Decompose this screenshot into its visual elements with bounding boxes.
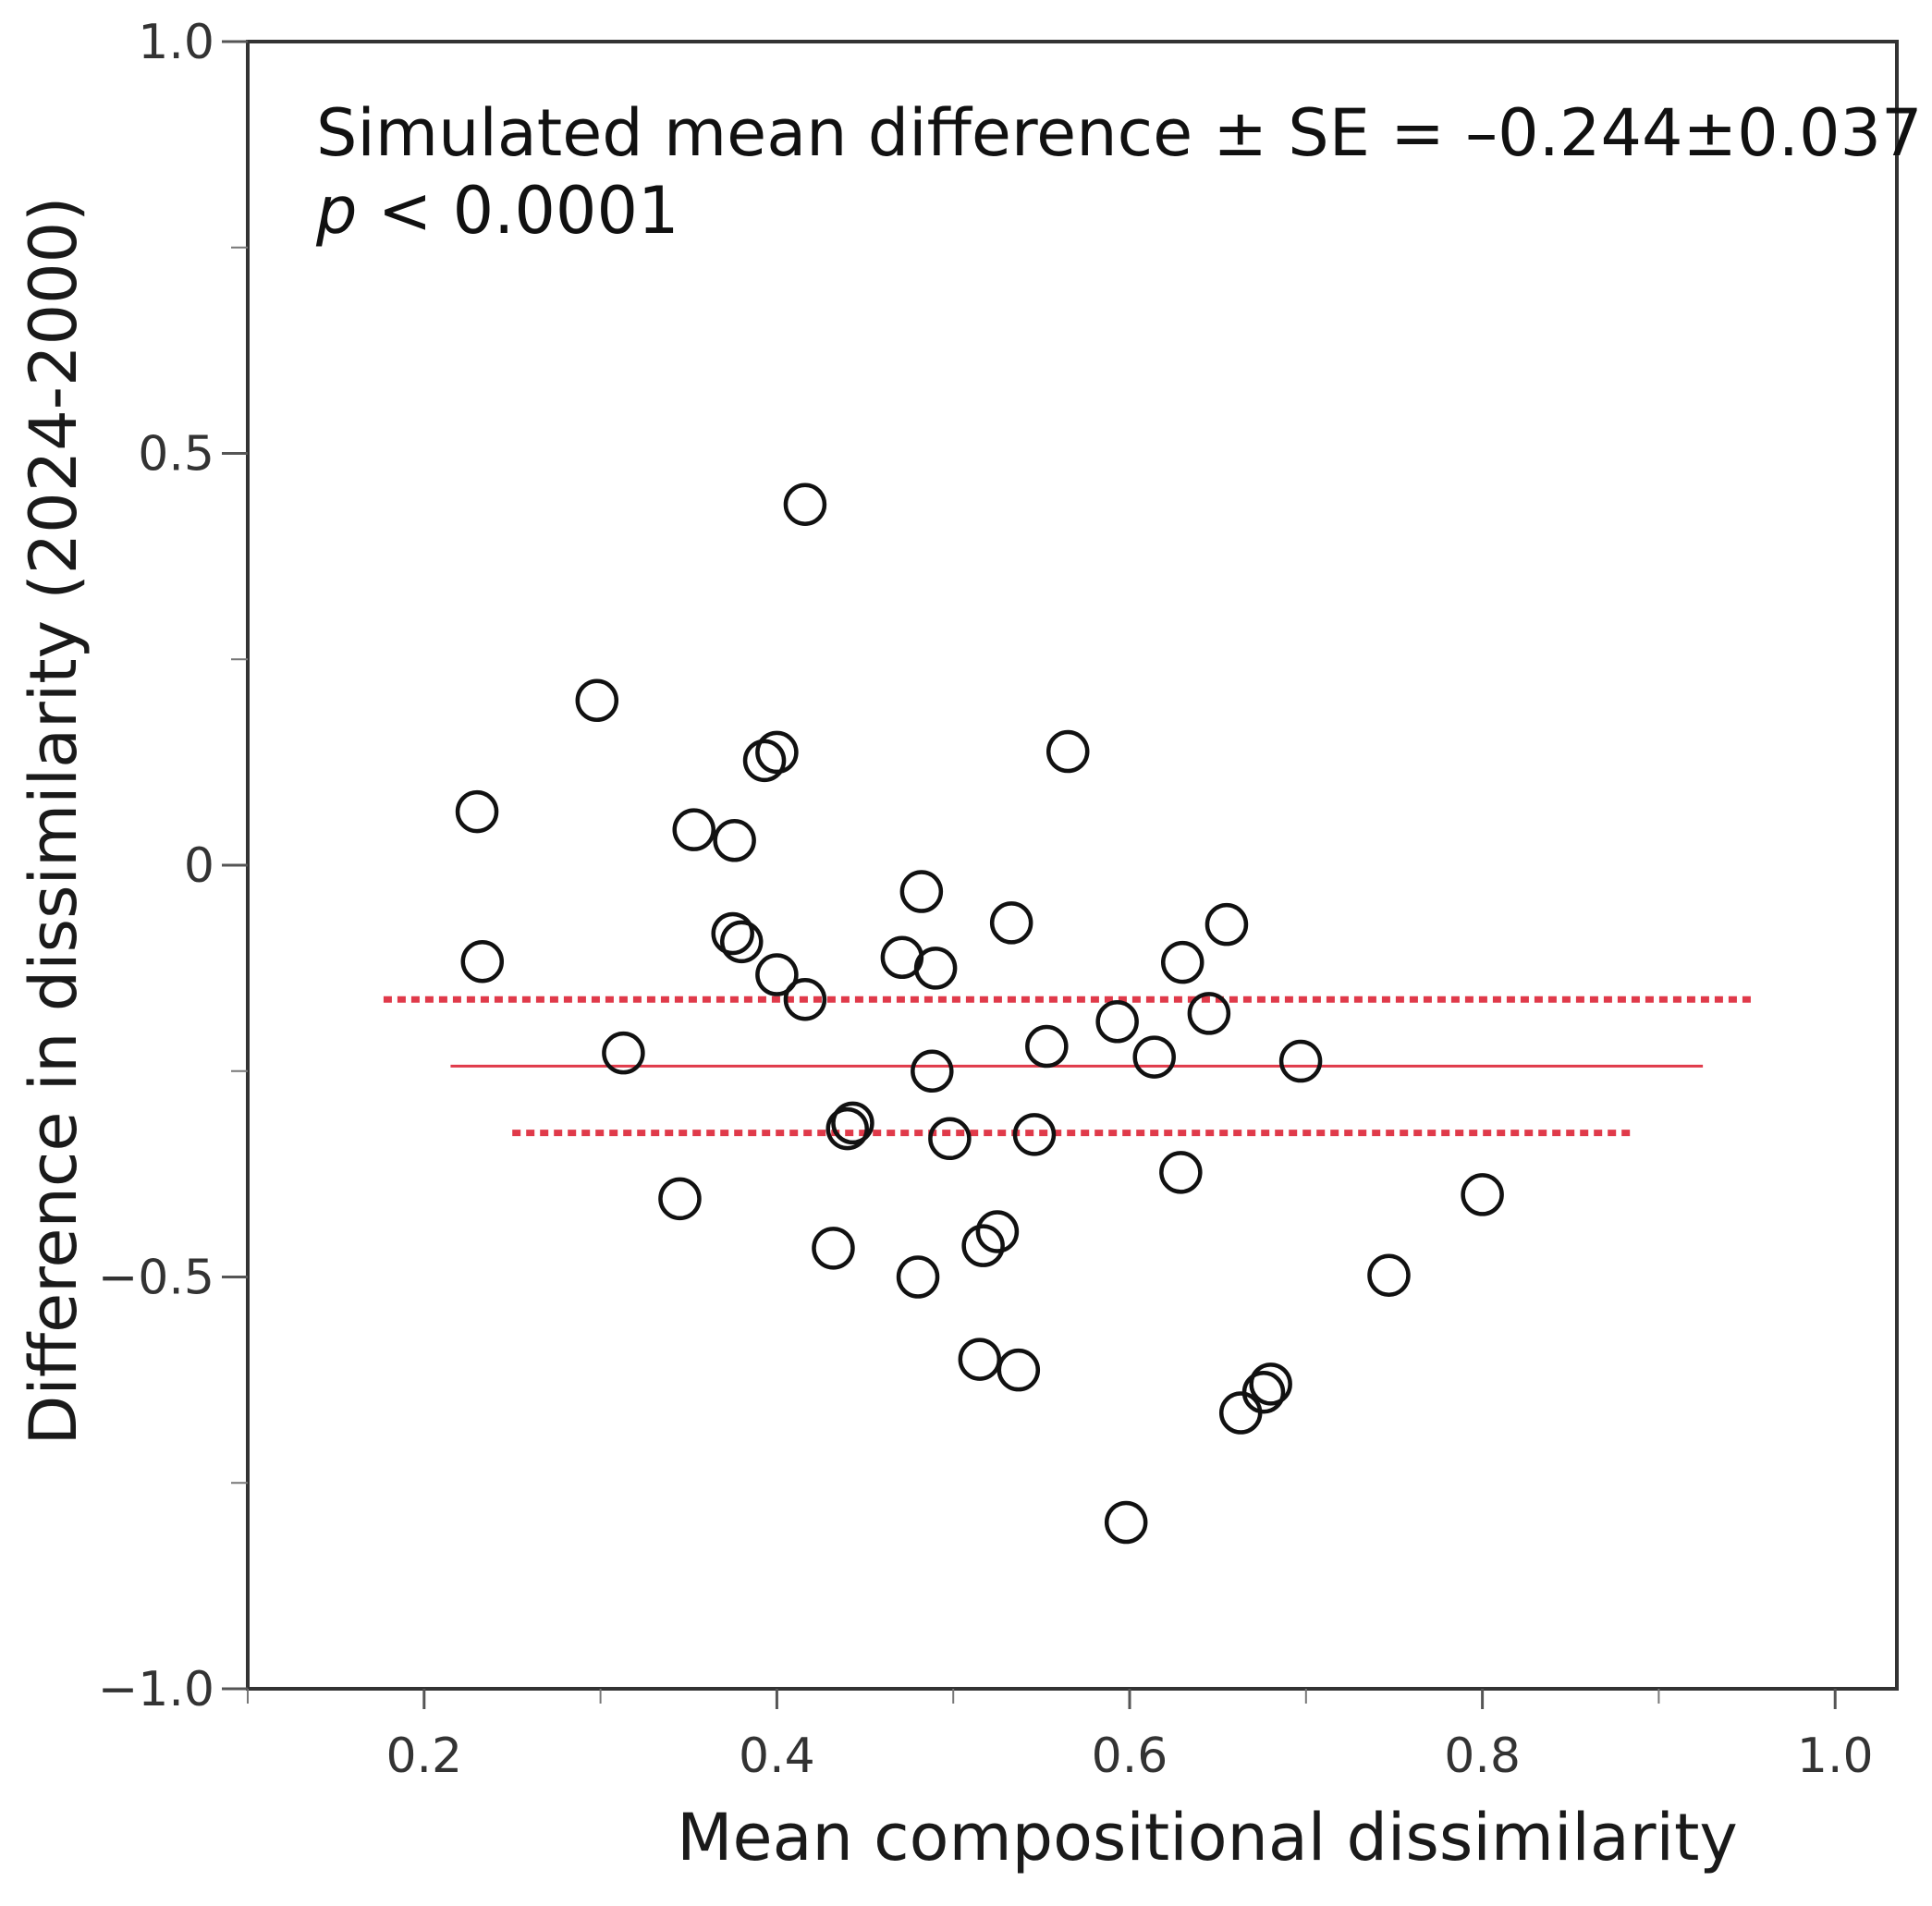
x-tick-label: 0.4 xyxy=(739,1729,815,1784)
data-point xyxy=(1159,1151,1203,1194)
data-point xyxy=(958,1338,1002,1381)
data-point xyxy=(1187,992,1231,1035)
data-point xyxy=(1367,1253,1411,1297)
data-point xyxy=(460,939,505,984)
data-point xyxy=(783,483,827,526)
se-lines-group xyxy=(383,996,1756,1137)
data-point xyxy=(975,1210,1020,1253)
data-point xyxy=(896,1255,940,1299)
y-tick-label: 0.5 xyxy=(138,427,214,483)
data-point xyxy=(1218,1391,1263,1435)
data-point xyxy=(1161,940,1204,984)
data-point xyxy=(899,870,944,913)
y-tick-label: 1.0 xyxy=(138,15,214,70)
data-point xyxy=(455,789,499,834)
data-point xyxy=(989,901,1033,945)
annotation-line2: p < 0.0001 xyxy=(315,173,679,249)
data-point xyxy=(713,819,756,862)
data-point xyxy=(1104,1500,1148,1545)
data-point xyxy=(1012,1113,1057,1156)
data-point xyxy=(711,911,754,956)
x-tick-label: 1.0 xyxy=(1797,1729,1874,1784)
data-points-group xyxy=(455,483,1504,1545)
x-axis-ticks: 0.2 0.4 0.6 0.8 1.0 xyxy=(247,1689,1874,1784)
x-axis-title: Mean compositional dissimilarity xyxy=(677,1800,1738,1875)
y-axis-ticks: 1.0 0.5 0 −0.5 −1.0 xyxy=(98,15,248,1717)
data-point xyxy=(783,977,827,1021)
data-point xyxy=(755,953,799,996)
annotation-p-symbol: p xyxy=(315,173,357,249)
data-point xyxy=(1461,1173,1504,1216)
data-point xyxy=(658,1177,702,1221)
annotation-line1: Simulated mean difference ± SE = –0.244±… xyxy=(316,95,1923,171)
data-point xyxy=(997,1348,1041,1392)
data-point xyxy=(1278,1039,1323,1083)
data-point xyxy=(672,808,715,851)
data-point xyxy=(831,1101,874,1145)
data-point xyxy=(742,739,787,783)
y-tick-label: −0.5 xyxy=(98,1251,214,1306)
data-point xyxy=(1241,1370,1286,1414)
data-point xyxy=(1045,729,1090,774)
x-tick-label: 0.8 xyxy=(1444,1729,1521,1784)
plot-frame xyxy=(246,40,1899,1691)
y-tick-label: 0 xyxy=(184,838,214,894)
data-point xyxy=(1095,1000,1139,1044)
data-point xyxy=(911,1049,954,1093)
data-point xyxy=(755,730,799,775)
x-tick-label: 0.6 xyxy=(1092,1729,1168,1784)
data-point xyxy=(961,1224,1005,1267)
data-point xyxy=(825,1106,869,1151)
data-point xyxy=(913,947,958,990)
y-tick-label: −1.0 xyxy=(98,1662,214,1717)
data-point xyxy=(1204,902,1249,947)
data-point xyxy=(575,678,619,723)
annotation-p-value: < 0.0001 xyxy=(357,173,679,249)
y-axis-title: Difference in dissimilarity (2024-2000) xyxy=(16,197,92,1446)
x-tick-label: 0.2 xyxy=(385,1729,462,1784)
data-point xyxy=(928,1117,972,1161)
data-point xyxy=(1132,1035,1176,1079)
data-point xyxy=(1025,1024,1069,1069)
data-point xyxy=(602,1031,645,1075)
data-point xyxy=(1249,1362,1292,1406)
data-point xyxy=(812,1227,855,1270)
data-point xyxy=(719,920,764,964)
